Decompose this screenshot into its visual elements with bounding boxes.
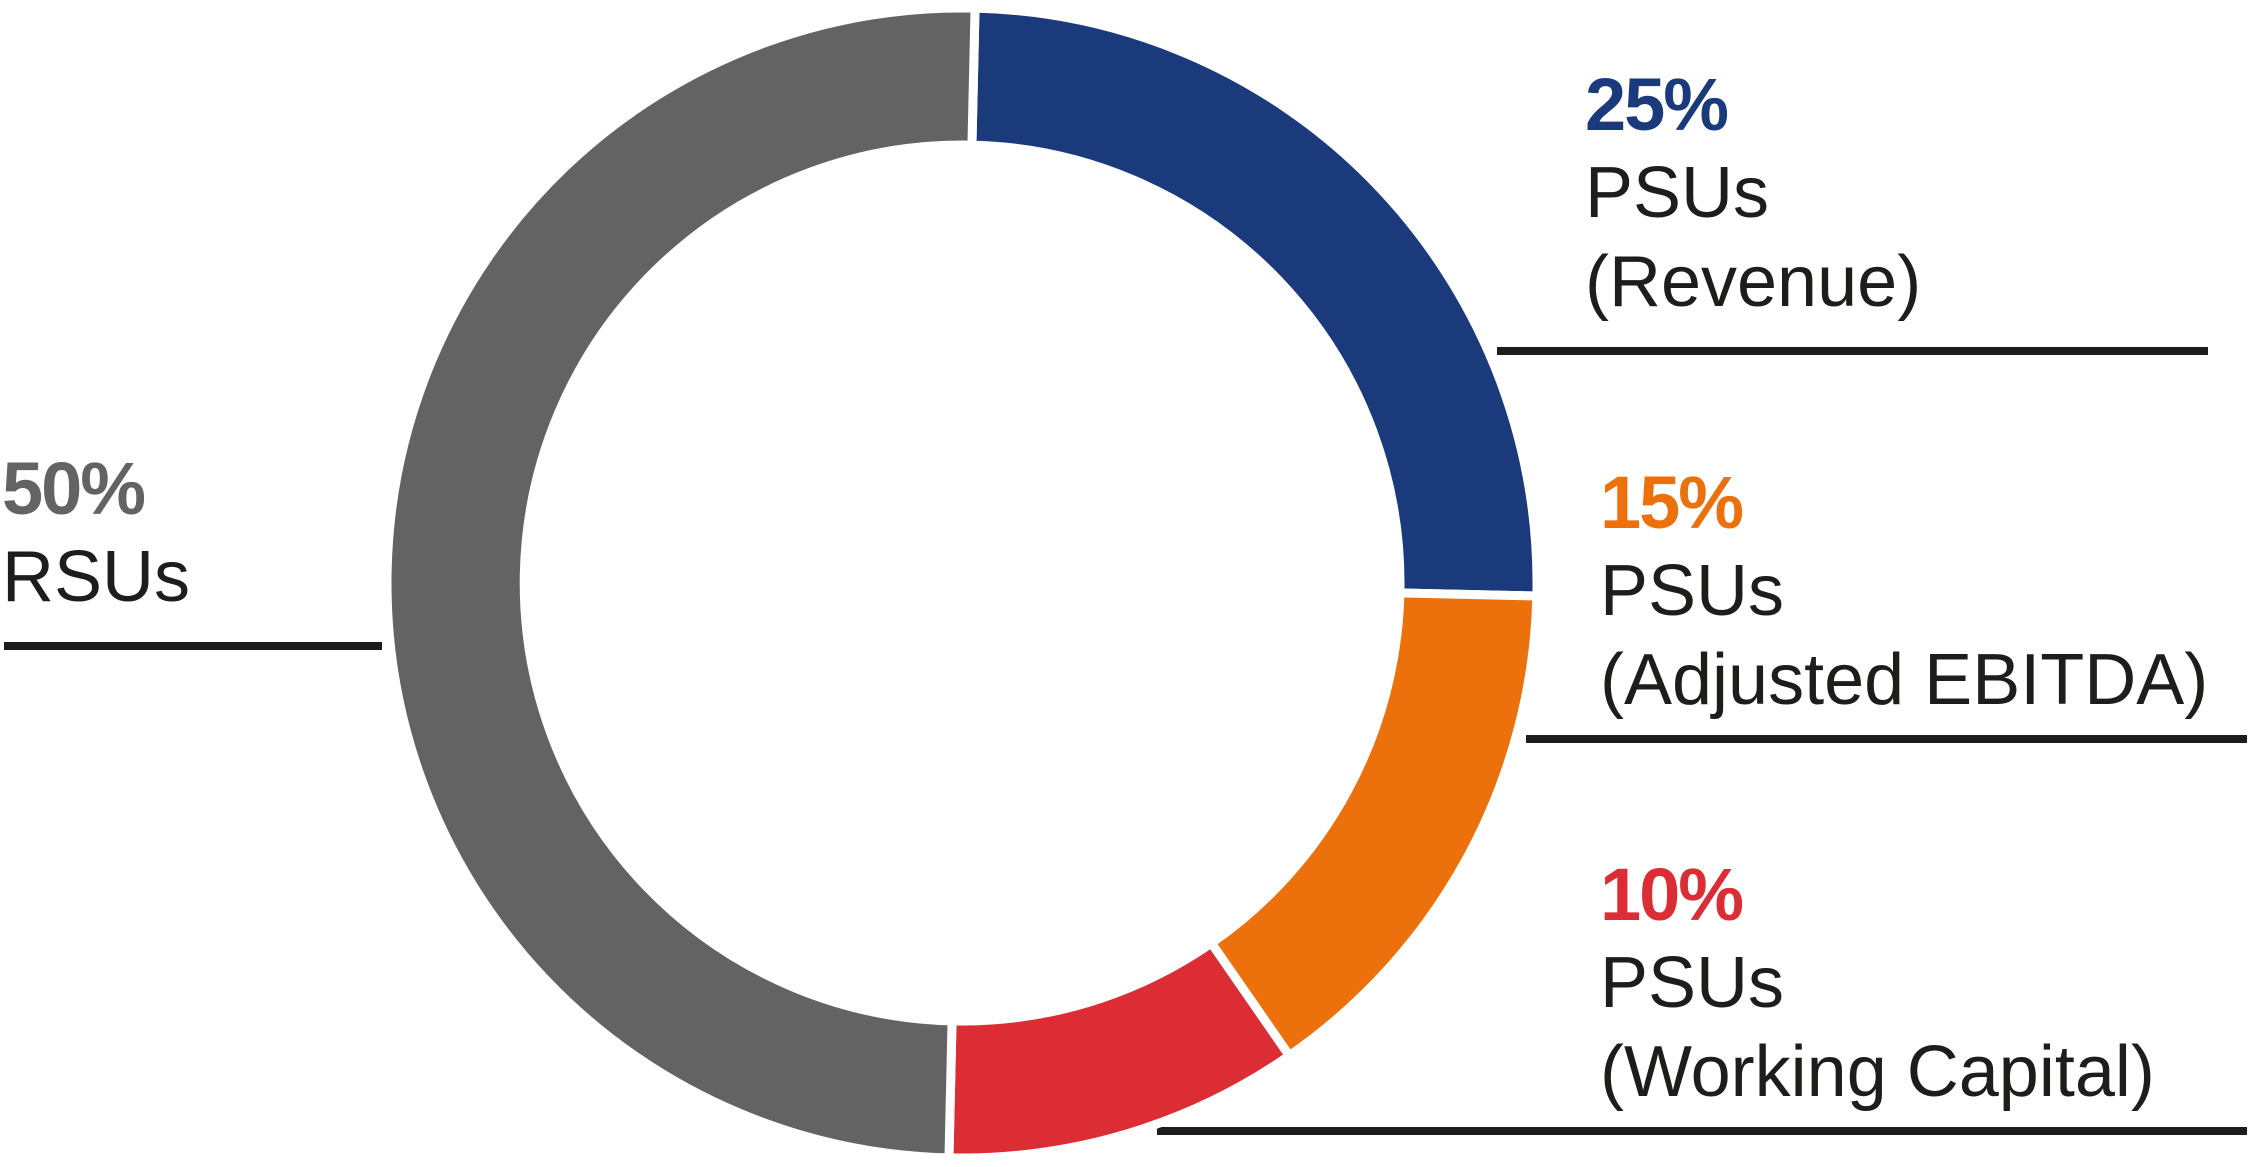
label-working-capital-type: PSUs <box>1600 943 1785 1023</box>
label-ebitda-type: PSUs <box>1600 551 1785 631</box>
label-rsus: 50% RSUs <box>2 444 190 622</box>
slice-rsus <box>387 8 975 1158</box>
slice-psus-working-capital <box>944 936 1296 1163</box>
label-rsus-percent: 50% <box>2 447 146 530</box>
leader-line-rsus <box>4 642 382 650</box>
label-ebitda: 15% PSUs (Adjusted EBITDA) <box>1600 458 2208 725</box>
label-revenue-metric: (Revenue) <box>1585 242 1922 322</box>
label-revenue: 25% PSUs (Revenue) <box>1585 60 1921 327</box>
label-ebitda-metric: (Adjusted EBITDA) <box>1600 640 2209 720</box>
leader-line-working-capital <box>1157 1127 2247 1135</box>
slice-psus-ebitda <box>1205 588 1542 1062</box>
label-working-capital: 10% PSUs (Working Capital) <box>1600 850 2155 1117</box>
label-working-capital-metric: (Working Capital) <box>1600 1032 2155 1112</box>
label-working-capital-percent: 10% <box>1600 853 1744 936</box>
leader-line-revenue <box>1497 347 2208 355</box>
label-revenue-type: PSUs <box>1585 153 1770 233</box>
slice-psus-revenue <box>967 3 1542 601</box>
label-revenue-percent: 25% <box>1585 63 1729 146</box>
leader-line-ebitda <box>1526 735 2247 743</box>
label-ebitda-percent: 15% <box>1600 461 1744 544</box>
label-rsus-type: RSUs <box>2 537 191 617</box>
